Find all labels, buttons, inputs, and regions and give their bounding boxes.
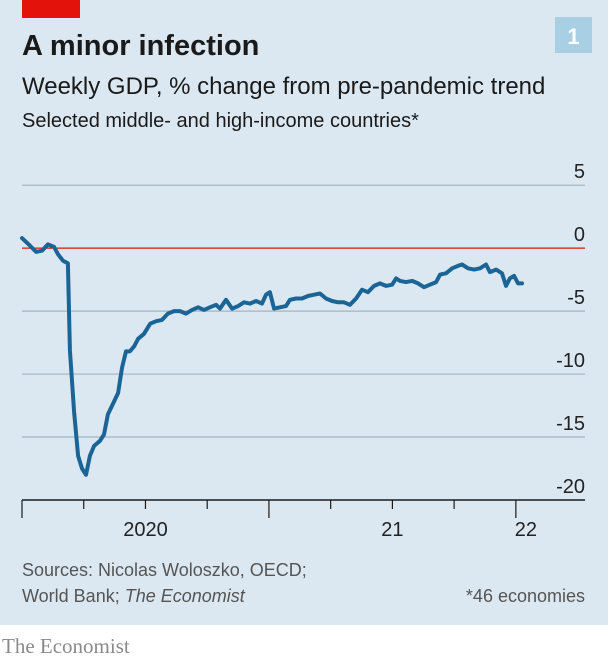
background	[0, 0, 608, 625]
y-tick-label: -10	[556, 350, 585, 372]
source: World Bank;	[22, 586, 120, 606]
chart-description: Selected middle- and high-income countri…	[22, 110, 419, 132]
source: World Bank; The Economist	[22, 586, 246, 606]
brand: The Economist	[2, 634, 130, 658]
x-tick-label: 21	[381, 519, 403, 541]
red-tab	[22, 0, 80, 18]
source-italic: The Economist	[125, 586, 246, 606]
chart-number: 1	[567, 24, 579, 49]
y-tick-label: -15	[556, 413, 585, 435]
y-tick-label: 0	[574, 224, 585, 246]
x-tick-label: 2020	[123, 519, 168, 541]
chart-subtitle: Weekly GDP, % change from pre-pandemic t…	[22, 73, 545, 100]
x-tick-label: 22	[515, 519, 537, 541]
chart-title: A minor infection	[22, 30, 259, 62]
source: Sources: Nicolas Woloszko, OECD;	[22, 560, 307, 580]
badge	[555, 17, 592, 53]
note: *46 economies	[466, 586, 585, 606]
y-tick-label: -20	[556, 476, 585, 498]
y-tick-label: 5	[574, 161, 585, 183]
y-tick-label: -5	[567, 287, 585, 309]
data-line	[20, 236, 524, 477]
